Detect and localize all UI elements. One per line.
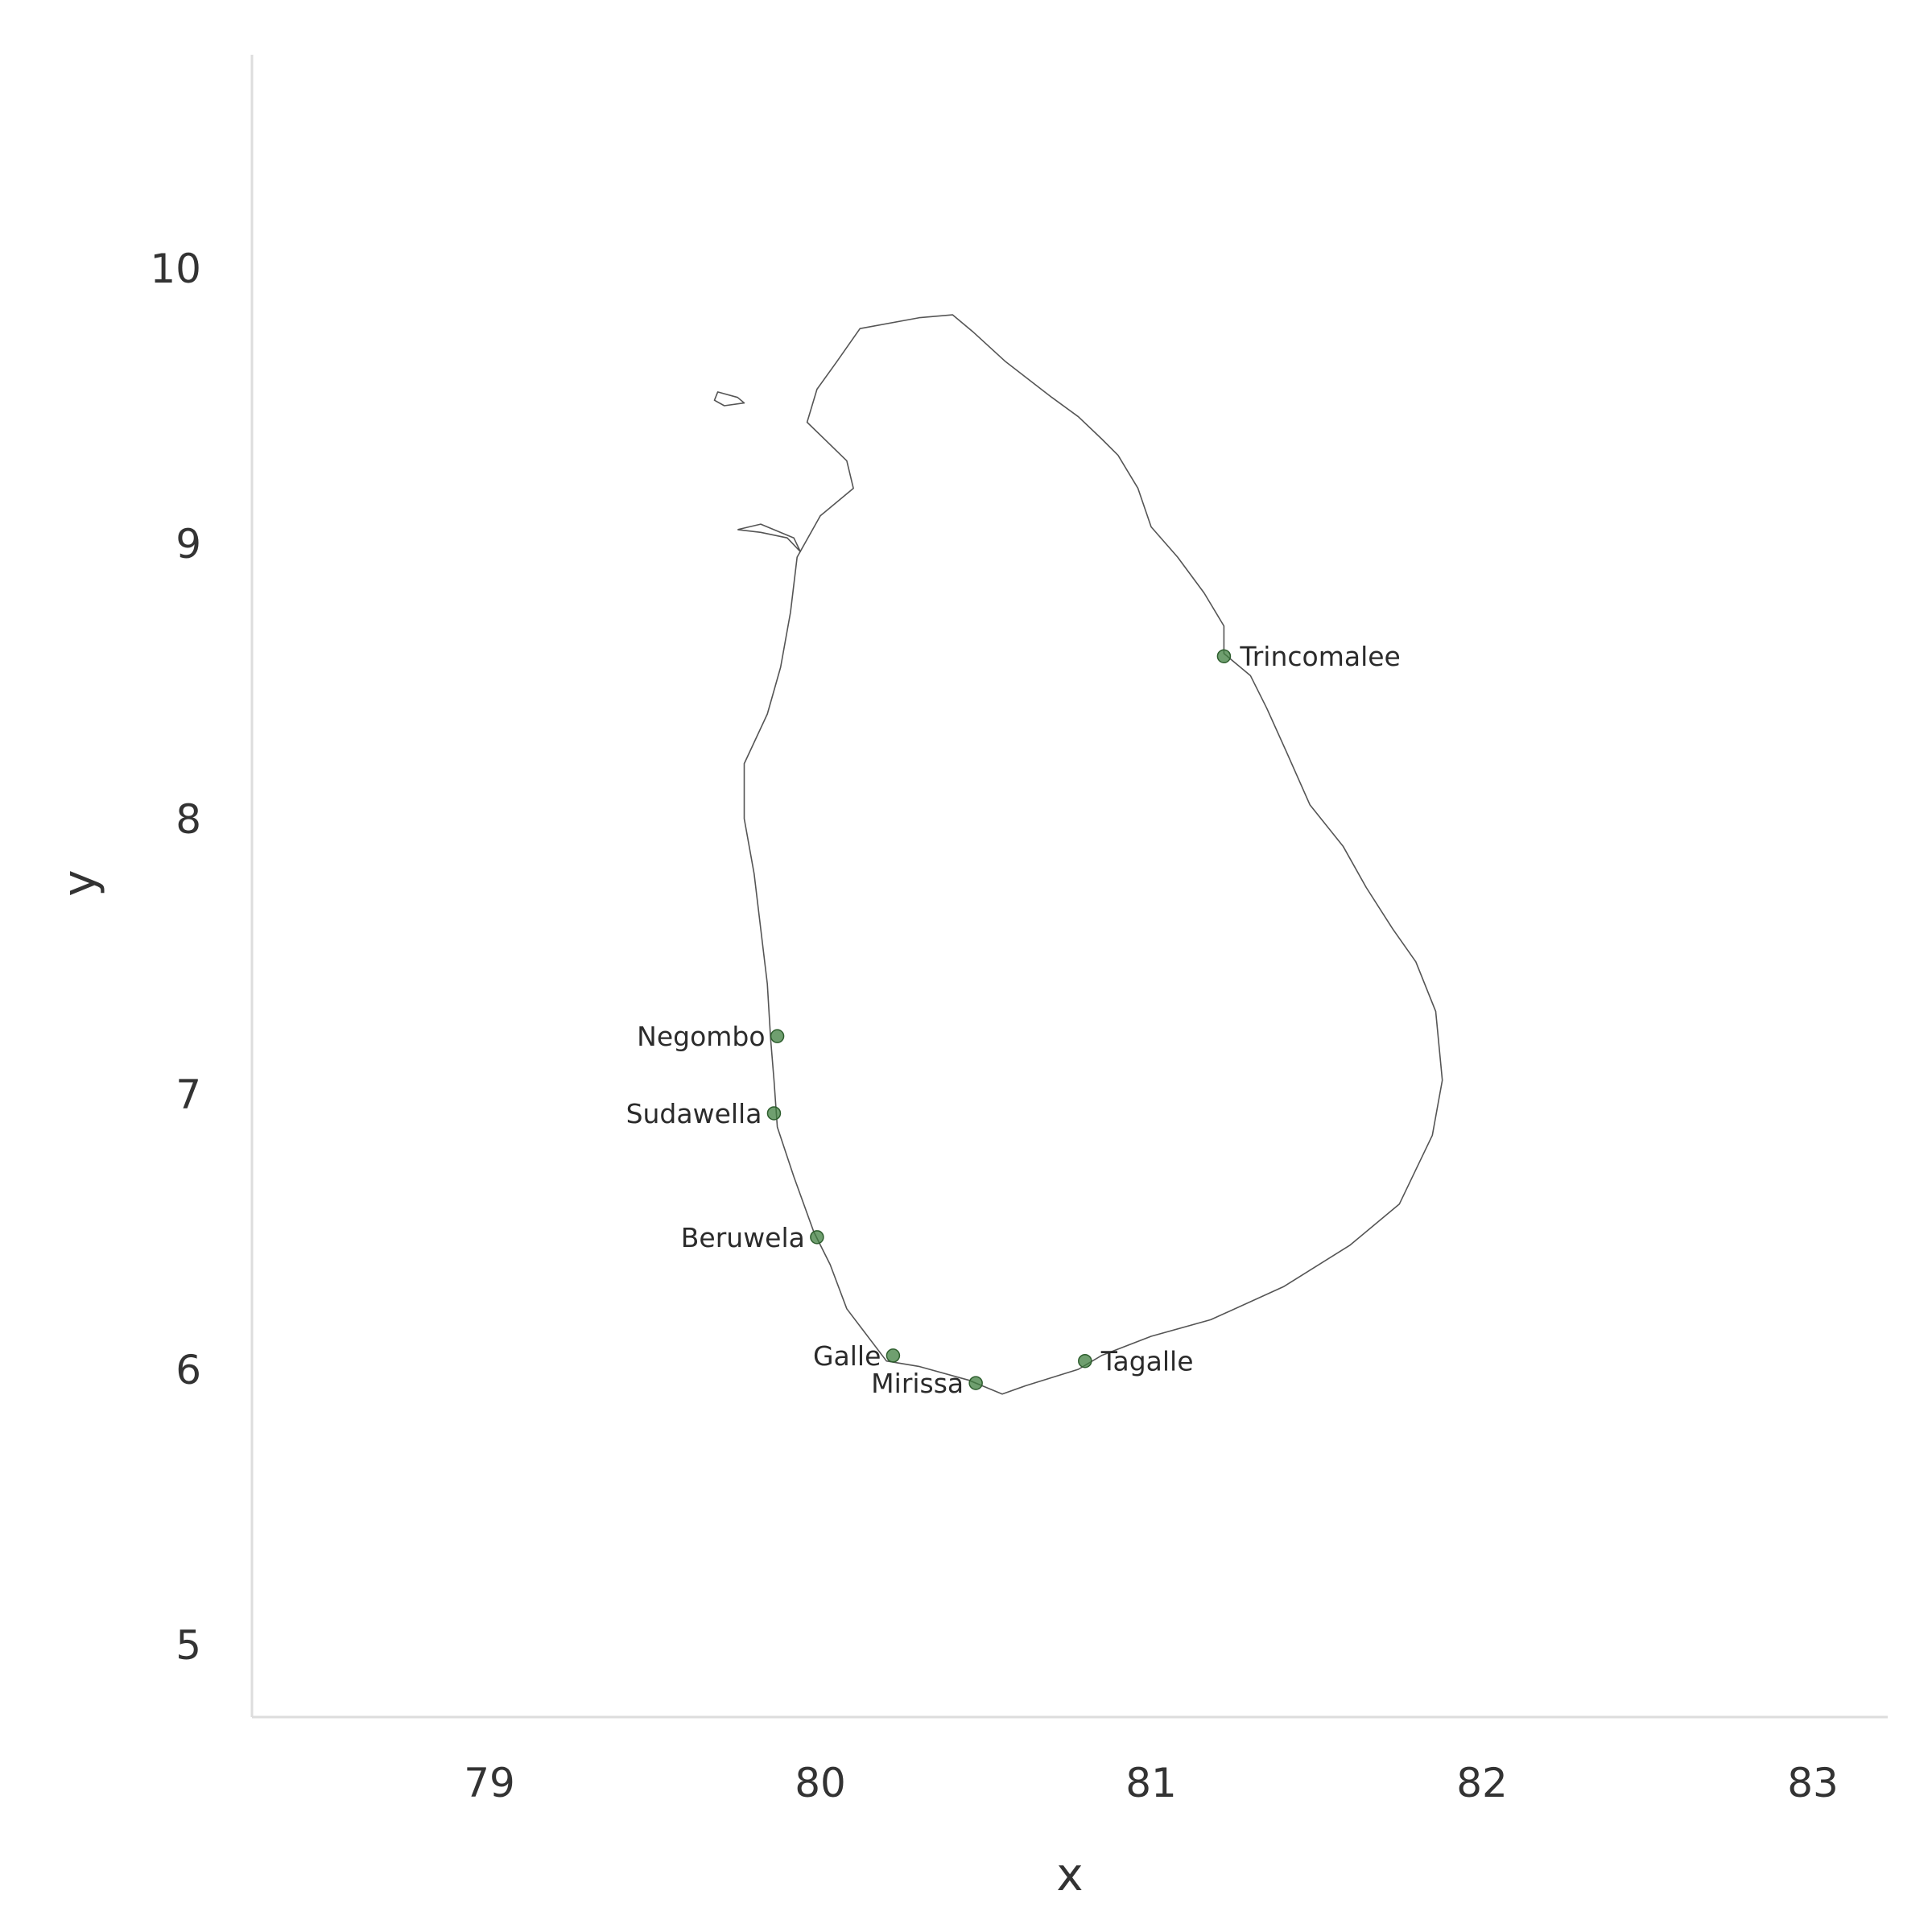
place-label: Beruwela <box>681 1222 805 1253</box>
x-tick-label: 81 <box>1125 1760 1177 1806</box>
place-mirissa: Mirissa <box>871 1368 983 1399</box>
place-marker <box>766 1106 782 1121</box>
y-tick-labels: 5 6 7 8 9 10 <box>150 246 201 1669</box>
place-marker <box>886 1348 901 1363</box>
y-tick-label: 6 <box>175 1347 201 1393</box>
x-tick-label: 80 <box>795 1760 846 1806</box>
y-tick-label: 9 <box>175 521 201 568</box>
place-marker <box>770 1029 785 1043</box>
place-label: Trincomalee <box>1239 641 1400 672</box>
place-sudawella: Sudawella <box>626 1098 782 1129</box>
x-tick-label: 83 <box>1787 1760 1839 1806</box>
x-axis-title: x <box>1056 1849 1083 1901</box>
place-label: Tagalle <box>1100 1346 1194 1377</box>
x-tick-label: 79 <box>464 1760 515 1806</box>
place-galle: Galle <box>813 1340 901 1372</box>
place-label: Mirissa <box>871 1368 964 1399</box>
place-trincomalee: Trincomalee <box>1216 641 1401 672</box>
place-marker <box>810 1230 824 1245</box>
x-tick-labels: 79 80 81 82 83 <box>464 1760 1839 1806</box>
place-markers: Trincomalee Negombo Sudawella Beruwela Galle… <box>626 641 1401 1399</box>
place-marker <box>1216 649 1232 663</box>
y-tick-label: 7 <box>175 1071 201 1118</box>
y-tick-label: 8 <box>175 796 201 843</box>
place-marker <box>1078 1353 1092 1368</box>
sri-lanka-coastline <box>743 314 1443 1395</box>
place-label: Sudawella <box>626 1098 762 1129</box>
northwest-island <box>713 391 745 407</box>
place-label: Negombo <box>637 1021 765 1052</box>
x-tick-label: 82 <box>1456 1760 1508 1806</box>
axis-spines <box>250 55 1888 1719</box>
place-label: Galle <box>813 1340 881 1372</box>
kalpitiya-spit <box>737 523 802 553</box>
place-tagalle: Tagalle <box>1078 1346 1194 1377</box>
coastline-layer <box>713 314 1443 1395</box>
place-marker <box>968 1376 983 1390</box>
y-tick-label: 10 <box>150 246 201 292</box>
place-negombo: Negombo <box>637 1021 785 1052</box>
y-tick-label: 5 <box>175 1622 201 1669</box>
place-beruwela: Beruwela <box>681 1222 824 1253</box>
y-axis-title: y <box>54 869 106 896</box>
